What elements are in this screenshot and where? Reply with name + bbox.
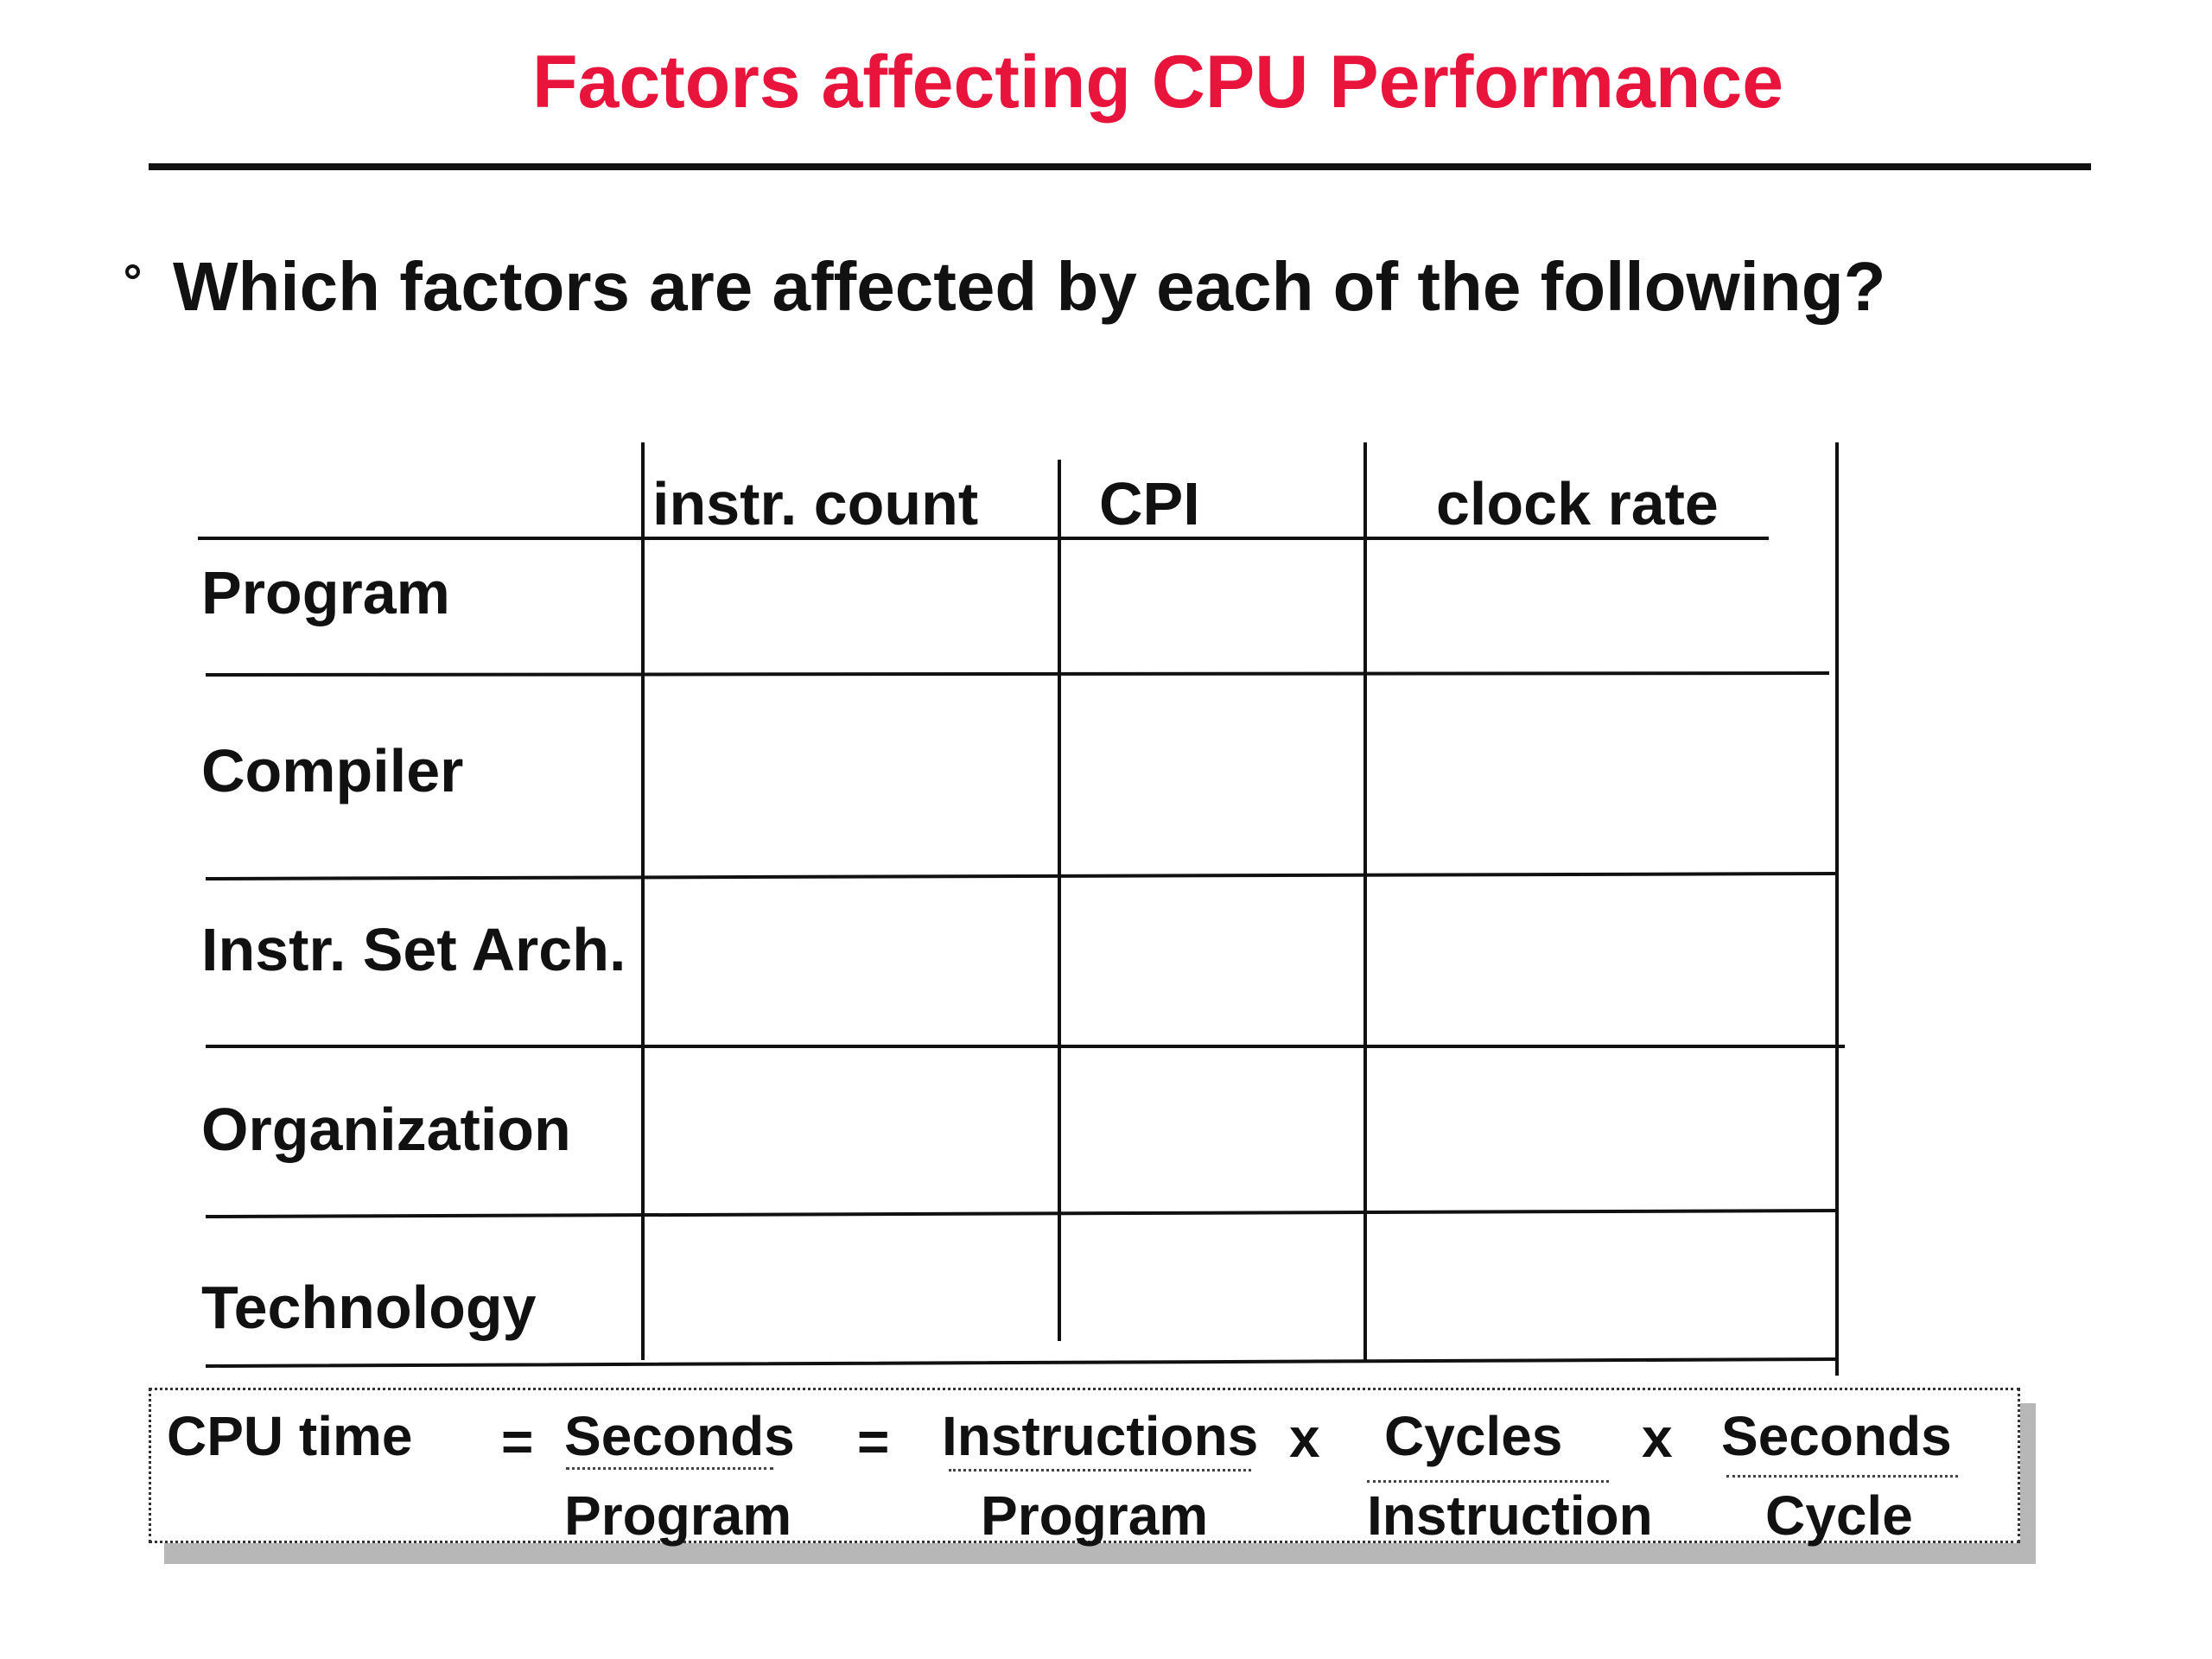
formula-equals-2: = bbox=[857, 1410, 890, 1472]
fraction-4-numerator: Seconds bbox=[1721, 1405, 1952, 1467]
fraction-2-denominator: Program bbox=[981, 1484, 1209, 1547]
fraction-3-denominator: Instruction bbox=[1367, 1484, 1653, 1547]
col-header-instr-count: instr. count bbox=[652, 470, 979, 537]
col-header-cpi: CPI bbox=[1099, 470, 1200, 537]
formula-times-1: x bbox=[1289, 1407, 1320, 1469]
row-header-isa: Instr. Set Arch. bbox=[201, 916, 626, 983]
row-rule-1 bbox=[205, 671, 1830, 677]
row-rule-4 bbox=[205, 1208, 1840, 1219]
fraction-2-numerator: Instructions bbox=[942, 1405, 1259, 1467]
row-header-technology: Technology bbox=[201, 1274, 537, 1341]
fraction-3-numerator: Cycles bbox=[1384, 1405, 1563, 1467]
fraction-3-bar bbox=[1367, 1480, 1609, 1483]
fraction-2-bar bbox=[949, 1469, 1251, 1471]
row-rule-2 bbox=[205, 871, 1836, 881]
bullet-question: Which factors are affected by each of th… bbox=[173, 248, 1886, 325]
formula-lhs: CPU time bbox=[167, 1405, 413, 1467]
fraction-4-bar bbox=[1726, 1475, 1958, 1478]
cpu-time-formula-box bbox=[149, 1388, 2020, 1543]
col-header-clock-rate: clock rate bbox=[1436, 470, 1719, 537]
fraction-1-denominator: Program bbox=[564, 1484, 792, 1547]
row-header-organization: Organization bbox=[201, 1096, 571, 1163]
fraction-1-numerator: Seconds bbox=[564, 1405, 795, 1467]
row-header-compiler: Compiler bbox=[201, 737, 464, 804]
fraction-4-denominator: Cycle bbox=[1765, 1484, 1913, 1547]
formula-equals-1: = bbox=[501, 1410, 534, 1472]
fraction-1-bar bbox=[566, 1467, 773, 1470]
row-header-program: Program bbox=[201, 559, 450, 626]
formula-times-2: x bbox=[1642, 1407, 1673, 1469]
slide-title: Factors affecting CPU Performance bbox=[531, 41, 1784, 124]
title-divider bbox=[149, 163, 2091, 170]
row-rule-5 bbox=[205, 1357, 1840, 1369]
bullet-circle-icon bbox=[125, 264, 140, 279]
